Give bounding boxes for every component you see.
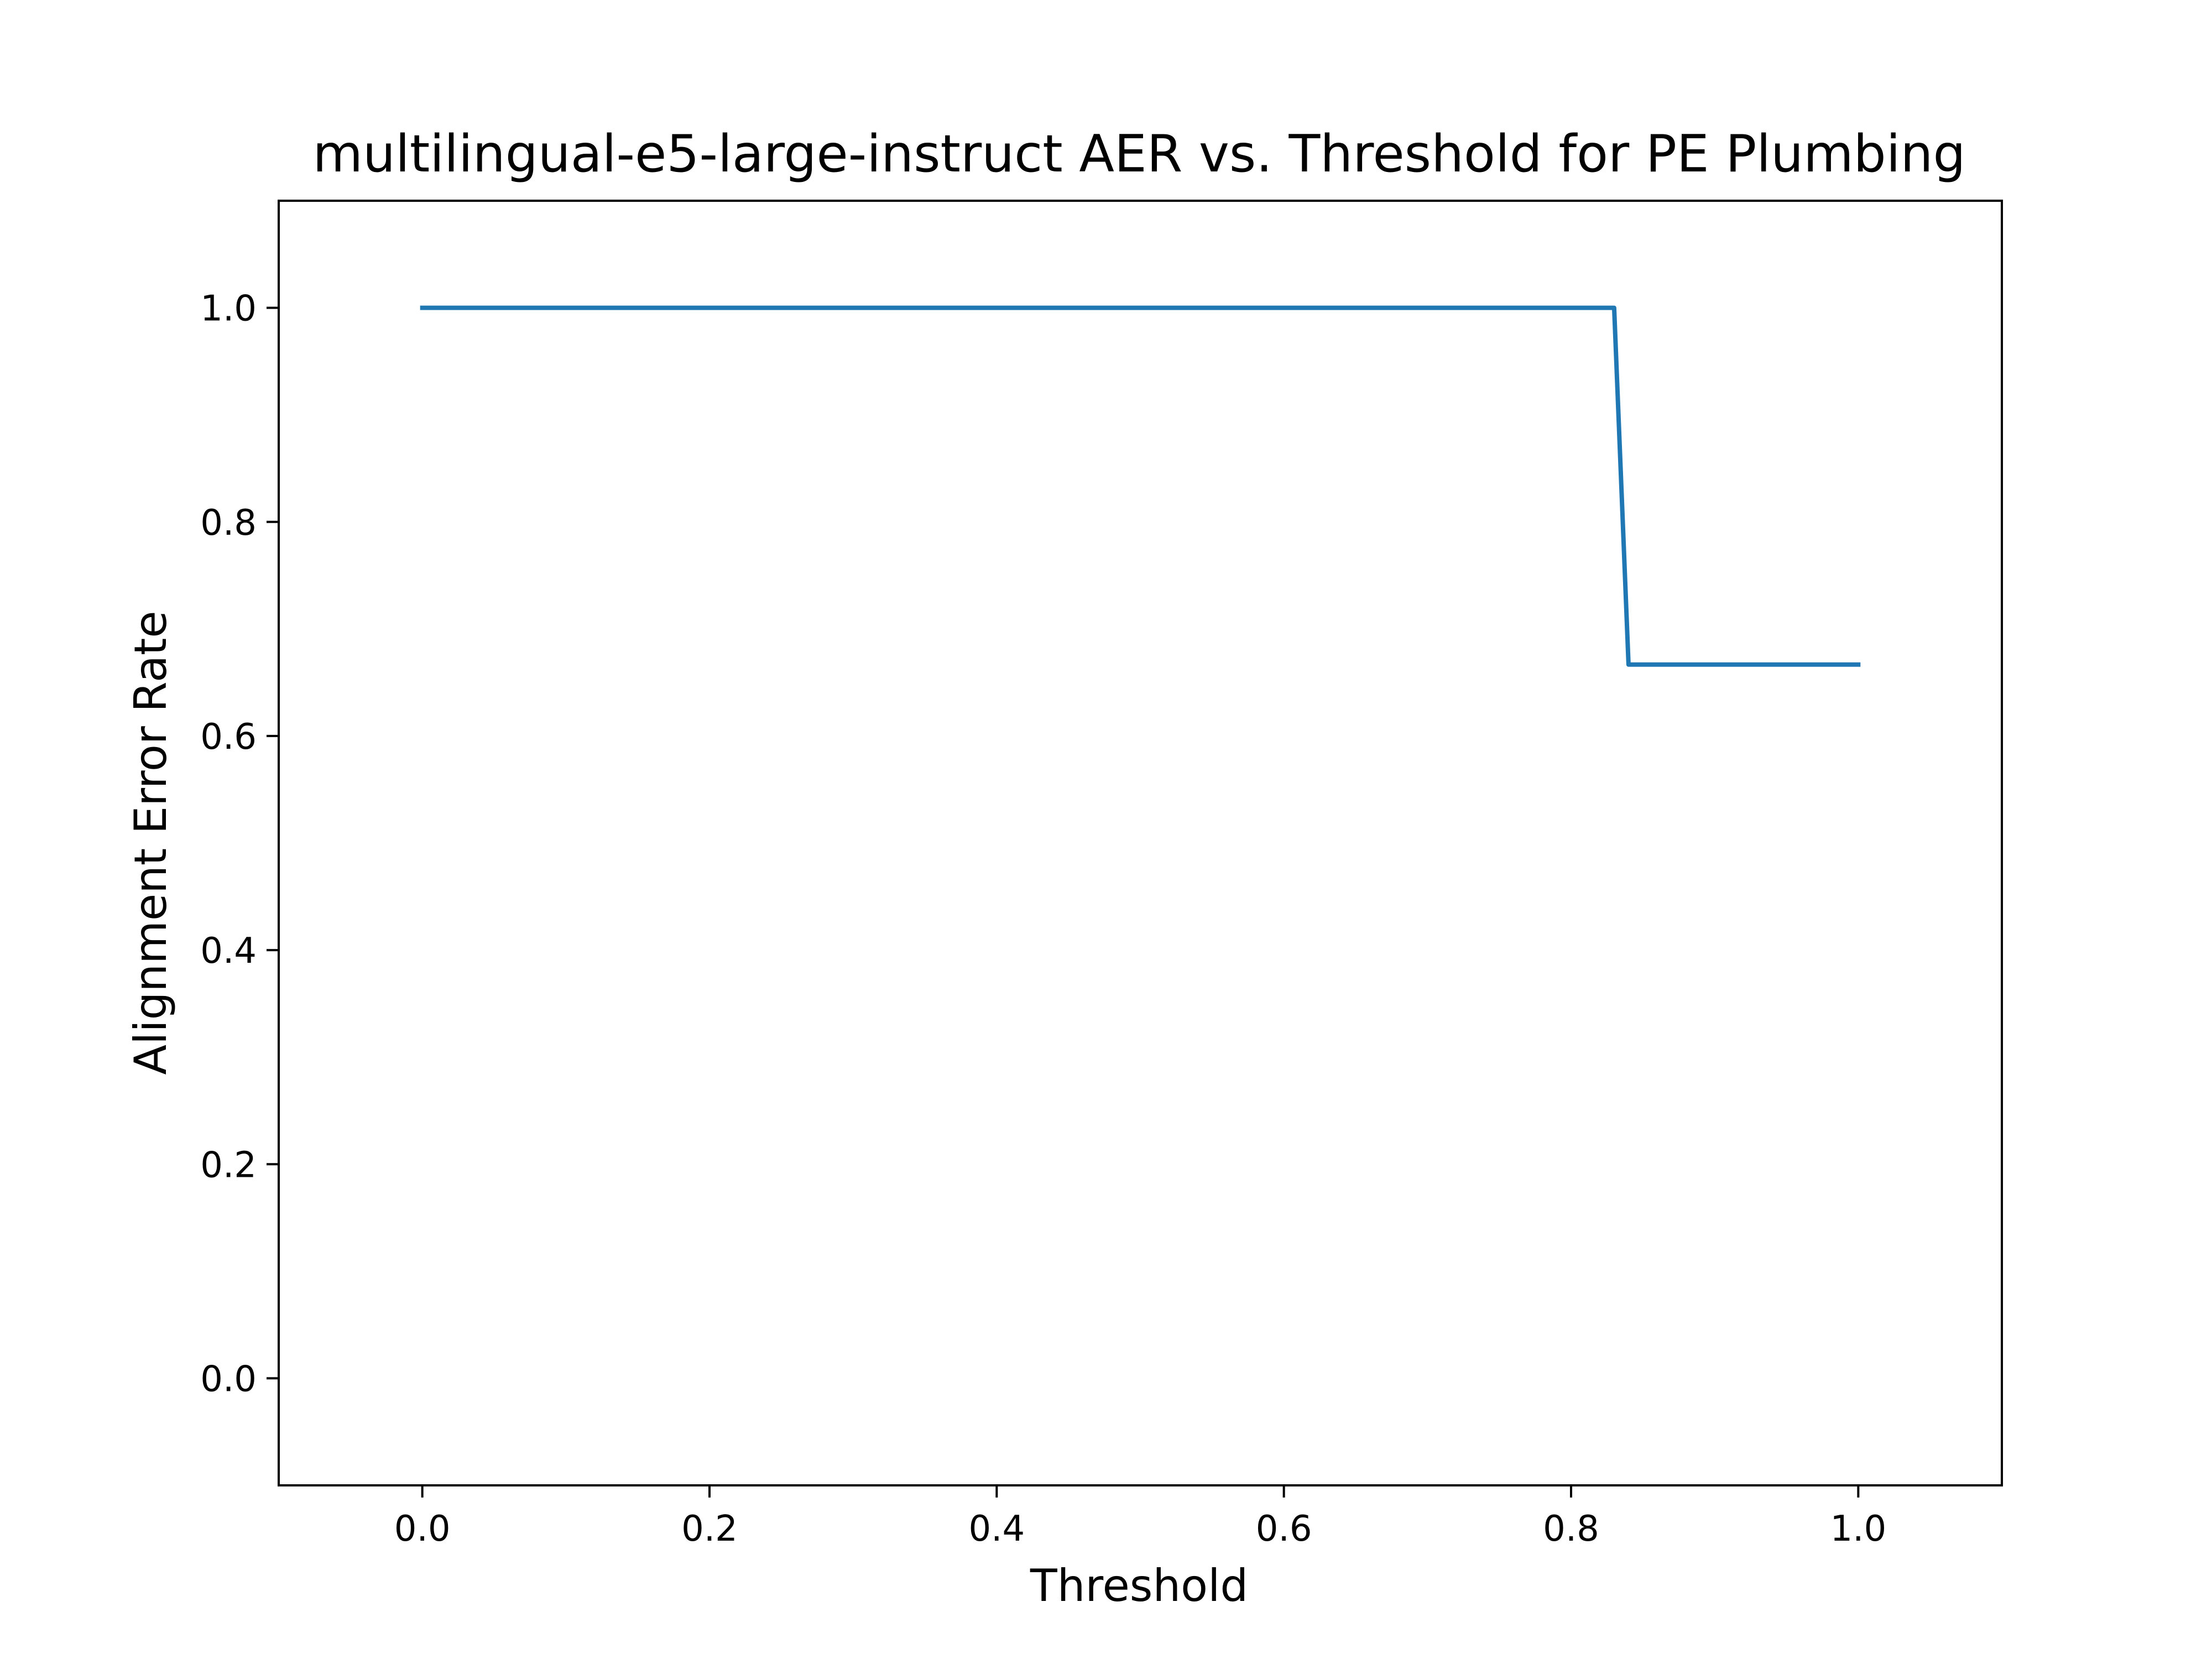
x-tick-label: 0.2 <box>681 1509 738 1550</box>
plot-area-frame <box>278 200 2003 1486</box>
y-axis: 0.0 0.2 0.4 0.6 0.8 1.0 <box>200 289 279 1400</box>
x-tick-label: 1.0 <box>1830 1509 1886 1550</box>
y-tick-label: 0.8 <box>200 503 257 544</box>
x-tick-label: 0.6 <box>1256 1509 1312 1550</box>
y-tick-label: 0.2 <box>200 1145 257 1186</box>
y-tick-label: 0.4 <box>200 931 257 972</box>
y-tick-label: 1.0 <box>200 289 257 330</box>
y-axis-label: Alignment Error Rate <box>125 611 176 1074</box>
x-tick-label: 0.4 <box>968 1509 1025 1550</box>
series-line-0 <box>420 305 1861 667</box>
x-tick-label: 0.0 <box>394 1509 451 1550</box>
y-tick-label: 0.6 <box>200 717 257 758</box>
x-tick-label: 0.8 <box>1543 1509 1599 1550</box>
x-axis-label: Threshold <box>1030 1560 1248 1611</box>
x-axis: 0.0 0.2 0.4 0.6 0.8 1.0 <box>394 1485 1886 1550</box>
series-layer <box>420 305 1861 667</box>
y-tick-label: 0.0 <box>200 1359 257 1400</box>
chart-title: multilingual-e5-large-instruct AER vs. T… <box>312 124 1965 184</box>
